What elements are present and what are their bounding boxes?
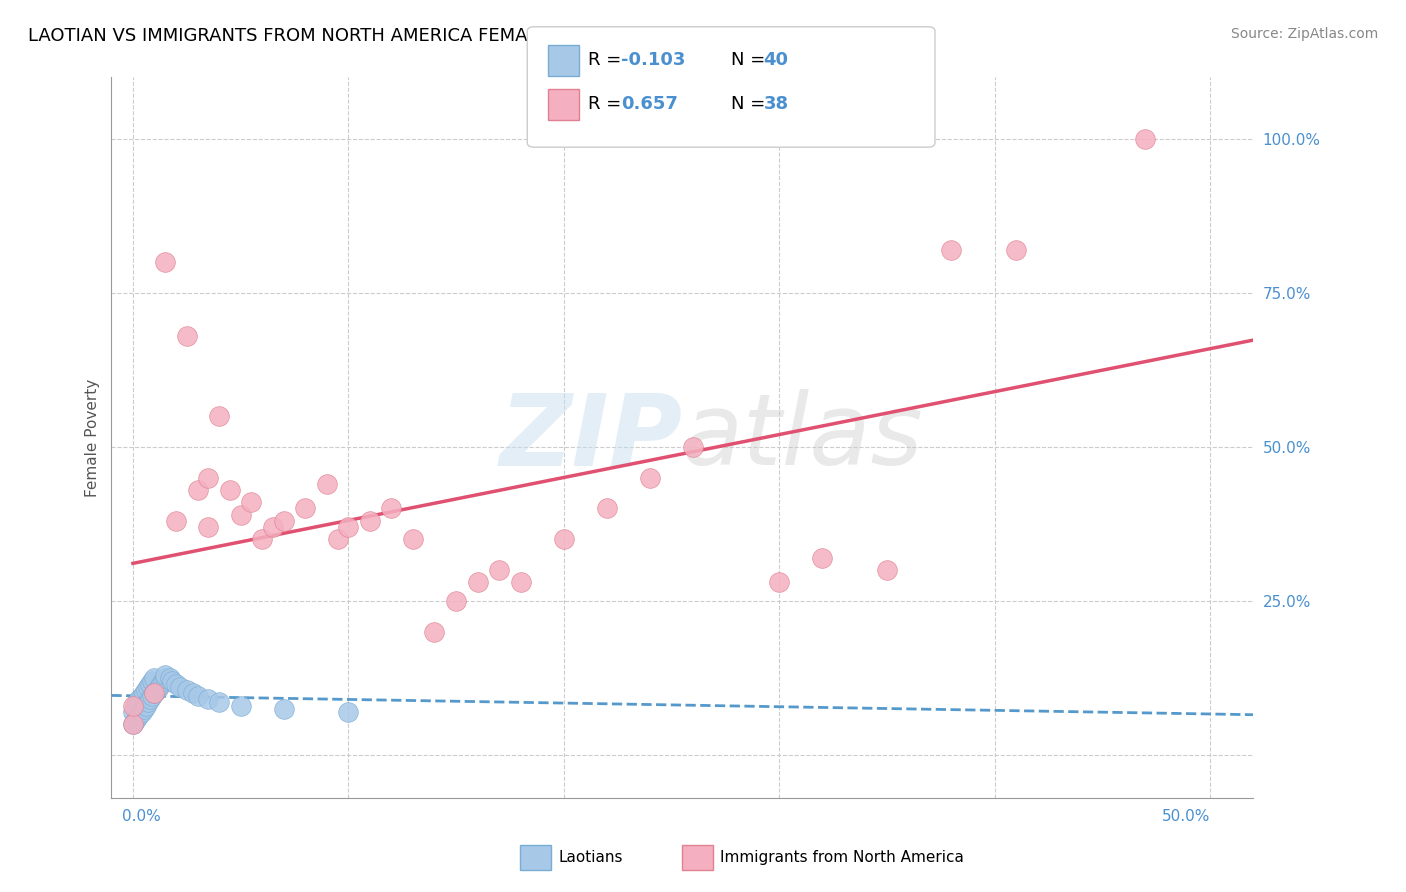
Point [273, 514, 295, 528]
Point [149, 677, 172, 691]
Point [294, 501, 316, 516]
Text: 0.0%: 0.0% [122, 809, 160, 824]
Point [467, 575, 489, 590]
Text: LAOTIAN VS IMMIGRANTS FROM NORTH AMERICA FEMALE POVERTY CORRELATION CHART: LAOTIAN VS IMMIGRANTS FROM NORTH AMERICA… [28, 27, 837, 45]
Point [128, 707, 150, 722]
Point [176, 683, 198, 698]
Point [187, 690, 209, 704]
Point [139, 692, 162, 706]
Point [197, 520, 219, 534]
Point [132, 686, 155, 700]
Text: atlas: atlas [682, 389, 924, 486]
Point [380, 501, 402, 516]
Point [141, 673, 163, 688]
Point [152, 673, 174, 688]
Point [169, 680, 191, 694]
Point [402, 533, 425, 547]
Point [131, 705, 153, 719]
Point [124, 698, 146, 713]
Point [768, 575, 790, 590]
Point [165, 514, 187, 528]
Point [876, 563, 898, 577]
Point [218, 483, 240, 497]
Text: ZIP: ZIP [499, 389, 682, 486]
Text: Source: ZipAtlas.com: Source: ZipAtlas.com [1230, 27, 1378, 41]
Point [143, 671, 166, 685]
Point [155, 667, 177, 681]
Point [315, 476, 337, 491]
Point [181, 686, 204, 700]
Point [136, 696, 159, 710]
Text: R =: R = [588, 95, 627, 113]
Text: R =: R = [588, 51, 627, 69]
Point [145, 683, 167, 698]
Point [122, 698, 145, 713]
Point [1005, 243, 1028, 257]
Text: -0.103: -0.103 [621, 51, 686, 69]
Point [122, 705, 145, 719]
Y-axis label: Female Poverty: Female Poverty [86, 378, 100, 497]
Point [136, 680, 159, 694]
Point [127, 696, 149, 710]
Point [197, 692, 219, 706]
Point [638, 471, 661, 485]
Text: 40: 40 [763, 51, 789, 69]
Point [148, 680, 170, 694]
Point [229, 698, 252, 713]
Point [122, 717, 145, 731]
Point [122, 717, 145, 731]
Point [423, 624, 446, 639]
Point [509, 575, 531, 590]
Text: N =: N = [731, 95, 770, 113]
Point [143, 686, 166, 700]
Point [337, 705, 360, 719]
Point [176, 329, 198, 343]
Text: Immigrants from North America: Immigrants from North America [720, 850, 963, 864]
Point [553, 533, 575, 547]
Point [682, 440, 704, 454]
Text: Laotians: Laotians [558, 850, 623, 864]
Point [488, 563, 510, 577]
Text: 38: 38 [763, 95, 789, 113]
Point [229, 508, 252, 522]
Point [811, 550, 834, 565]
Point [155, 671, 177, 685]
Point [596, 501, 619, 516]
Point [337, 520, 360, 534]
Text: 0.657: 0.657 [621, 95, 678, 113]
Point [160, 673, 183, 688]
Point [128, 692, 150, 706]
Point [240, 495, 263, 509]
Text: N =: N = [731, 51, 770, 69]
Point [444, 594, 467, 608]
Point [135, 698, 157, 713]
Point [208, 696, 231, 710]
Point [262, 520, 284, 534]
Point [143, 686, 166, 700]
Point [131, 690, 153, 704]
Point [326, 533, 349, 547]
Point [124, 714, 146, 728]
Point [139, 677, 162, 691]
Point [132, 701, 155, 715]
Point [127, 711, 149, 725]
Point [141, 690, 163, 704]
Point [273, 701, 295, 715]
Point [359, 514, 381, 528]
Point [250, 533, 273, 547]
Point [155, 255, 177, 269]
Point [165, 677, 187, 691]
Point [187, 483, 209, 497]
Point [135, 683, 157, 698]
Point [197, 471, 219, 485]
Point [941, 243, 963, 257]
Point [208, 409, 231, 424]
Point [159, 671, 181, 685]
Text: 50.0%: 50.0% [1161, 809, 1211, 824]
Point [1135, 132, 1157, 146]
